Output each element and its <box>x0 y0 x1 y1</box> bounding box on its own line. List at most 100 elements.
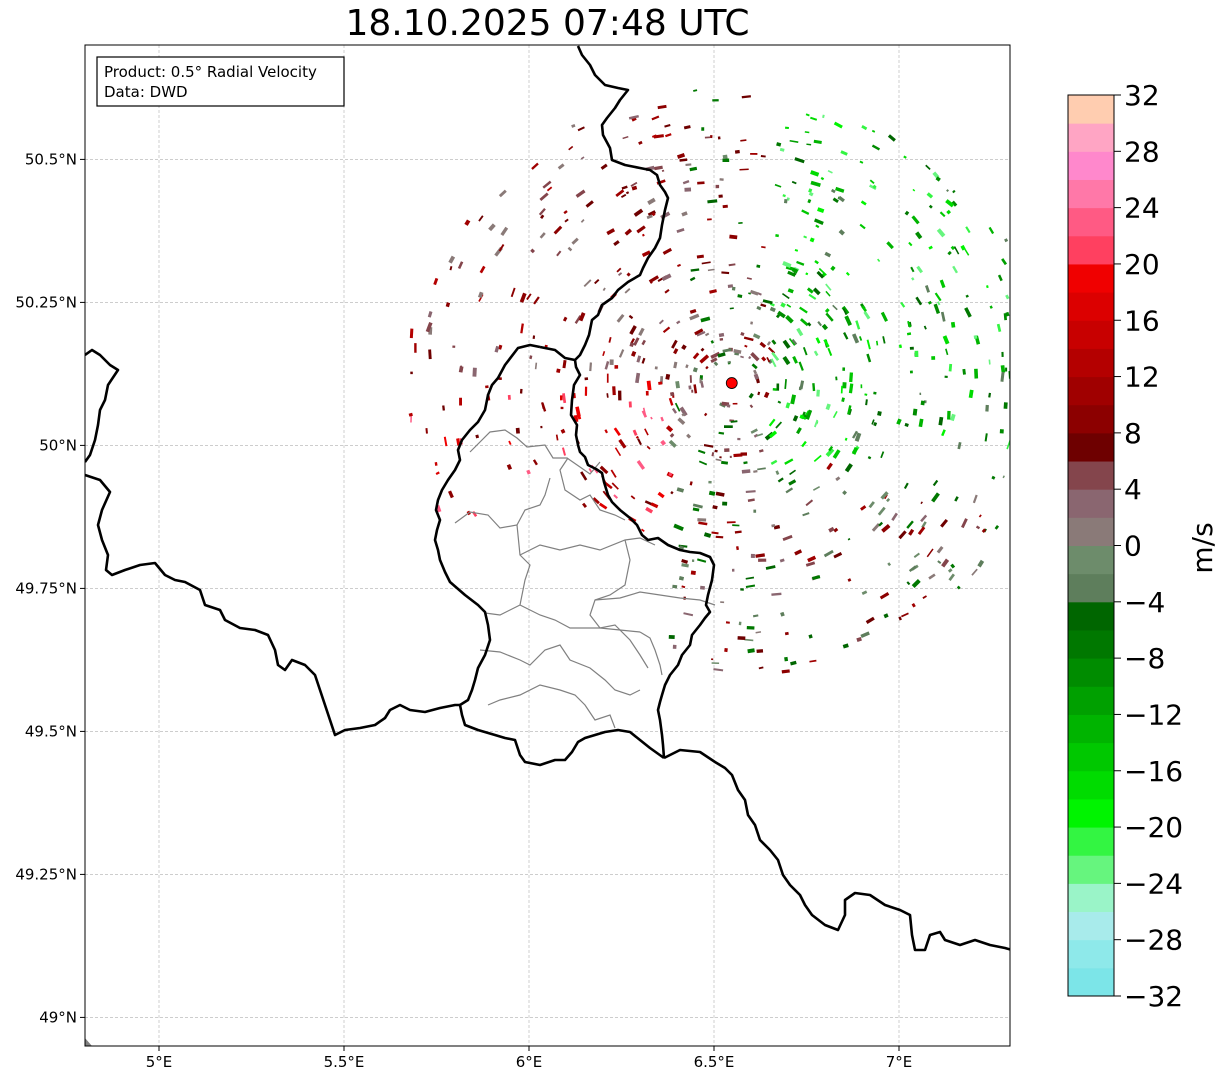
velocity-gate <box>792 356 798 364</box>
velocity-gate <box>1017 390 1022 400</box>
colorbar-segment <box>1068 95 1114 124</box>
velocity-gate <box>913 552 920 558</box>
velocity-gate <box>915 296 923 306</box>
velocity-gate <box>813 350 819 357</box>
velocity-gate <box>783 199 788 204</box>
velocity-gate <box>633 337 640 346</box>
region-boundary-center <box>519 537 656 556</box>
velocity-gate <box>785 126 789 130</box>
velocity-gate <box>860 631 870 639</box>
velocity-gate <box>571 124 576 128</box>
velocity-gate <box>722 154 728 160</box>
velocity-gate <box>908 528 915 536</box>
velocity-gate <box>908 241 913 247</box>
velocity-gate <box>730 420 738 423</box>
velocity-gate <box>796 427 802 435</box>
velocity-gate <box>747 498 755 502</box>
velocity-gate <box>732 524 740 527</box>
velocity-gate <box>968 389 974 399</box>
velocity-gate <box>578 312 586 322</box>
velocity-gate <box>673 348 679 355</box>
velocity-gate <box>947 410 951 420</box>
velocity-gate <box>610 469 617 478</box>
velocity-gate <box>681 563 689 568</box>
velocity-gate <box>660 439 667 446</box>
velocity-gate <box>681 558 689 564</box>
velocity-gate <box>927 300 932 305</box>
info-box: Product: 0.5° Radial Velocity Data: DWD <box>96 56 345 107</box>
velocity-gate <box>644 500 653 506</box>
velocity-gate <box>729 307 734 310</box>
velocity-gate <box>817 207 825 213</box>
velocity-gate <box>784 379 787 390</box>
velocity-gate <box>953 246 960 255</box>
velocity-gate <box>584 386 588 396</box>
velocity-gate <box>810 170 820 177</box>
velocity-gate <box>835 476 841 482</box>
velocity-gate <box>771 523 776 528</box>
velocity-gate <box>832 410 838 419</box>
velocity-gate <box>1032 456 1035 461</box>
velocity-gate <box>604 429 608 434</box>
velocity-gate <box>696 330 706 337</box>
velocity-gate <box>531 162 539 170</box>
velocity-gate <box>719 337 724 341</box>
velocity-gate <box>847 578 852 582</box>
velocity-gate <box>707 268 715 272</box>
velocity-gate <box>442 405 445 411</box>
velocity-gate <box>906 581 911 586</box>
velocity-gate <box>934 292 942 302</box>
velocity-gate <box>877 258 881 263</box>
velocity-gate <box>776 142 782 147</box>
velocity-gate <box>740 139 747 142</box>
velocity-gate <box>807 555 817 563</box>
velocity-gate <box>498 244 505 252</box>
velocity-gate <box>782 261 792 268</box>
velocity-gate <box>594 278 600 285</box>
velocity-gate <box>887 562 892 567</box>
velocity-gate <box>813 139 822 144</box>
velocity-gate <box>630 338 636 344</box>
velocity-gate <box>604 361 610 370</box>
velocity-gate <box>582 502 588 508</box>
velocity-gate <box>782 339 791 349</box>
velocity-gate <box>775 234 779 238</box>
velocity-gate <box>813 454 822 462</box>
velocity-gate <box>651 212 656 217</box>
colorbar-segment <box>1068 798 1114 828</box>
velocity-gate <box>654 366 658 370</box>
colorbar-tick-label: −28 <box>1124 924 1183 957</box>
velocity-gate <box>881 523 891 533</box>
velocity-gate <box>747 648 755 654</box>
velocity-gate <box>809 237 815 243</box>
velocity-gate <box>798 386 802 391</box>
velocity-gate <box>789 469 796 476</box>
velocity-gate <box>617 272 623 276</box>
velocity-gate <box>632 429 638 436</box>
velocity-gate <box>909 370 913 374</box>
velocity-gate <box>696 254 704 259</box>
radar-site-marker <box>725 377 738 389</box>
velocity-gate <box>898 616 902 621</box>
velocity-gate <box>711 452 715 457</box>
velocity-gate <box>668 472 673 477</box>
velocity-gate <box>650 281 653 284</box>
velocity-gate <box>808 188 813 193</box>
velocity-gate <box>798 361 804 371</box>
velocity-gate <box>542 180 552 189</box>
velocity-gate <box>938 416 944 426</box>
region-boundary-south2 <box>479 644 641 696</box>
velocity-gate <box>825 312 834 322</box>
velocity-gate <box>717 352 726 358</box>
velocity-gate <box>991 475 996 480</box>
x-tick-label: 5.5°E <box>324 1053 365 1071</box>
velocity-gate <box>435 471 440 476</box>
velocity-gate <box>1015 389 1017 395</box>
velocity-gate <box>828 445 834 452</box>
velocity-gate <box>635 372 641 384</box>
velocity-gate <box>878 521 884 527</box>
velocity-gate <box>978 514 982 518</box>
velocity-gate <box>741 95 751 99</box>
velocity-gate <box>948 363 953 372</box>
velocity-gate <box>904 422 909 427</box>
